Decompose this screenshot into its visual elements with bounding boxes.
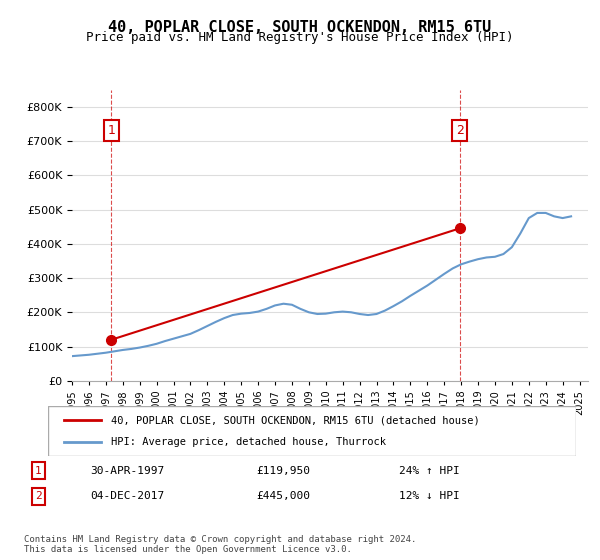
Text: HPI: Average price, detached house, Thurrock: HPI: Average price, detached house, Thur… <box>112 437 386 447</box>
Text: 40, POPLAR CLOSE, SOUTH OCKENDON, RM15 6TU: 40, POPLAR CLOSE, SOUTH OCKENDON, RM15 6… <box>109 20 491 35</box>
Text: Price paid vs. HM Land Registry's House Price Index (HPI): Price paid vs. HM Land Registry's House … <box>86 31 514 44</box>
Text: 30-APR-1997: 30-APR-1997 <box>90 465 164 475</box>
Text: 1: 1 <box>107 124 115 137</box>
Text: £119,950: £119,950 <box>256 465 310 475</box>
Text: 40, POPLAR CLOSE, SOUTH OCKENDON, RM15 6TU (detached house): 40, POPLAR CLOSE, SOUTH OCKENDON, RM15 6… <box>112 415 480 425</box>
Text: 2: 2 <box>35 491 42 501</box>
Text: 2: 2 <box>456 124 464 137</box>
FancyBboxPatch shape <box>48 406 576 456</box>
Text: 12% ↓ HPI: 12% ↓ HPI <box>400 491 460 501</box>
Text: £445,000: £445,000 <box>256 491 310 501</box>
Text: 1: 1 <box>35 465 42 475</box>
Text: 04-DEC-2017: 04-DEC-2017 <box>90 491 164 501</box>
Text: Contains HM Land Registry data © Crown copyright and database right 2024.
This d: Contains HM Land Registry data © Crown c… <box>24 535 416 554</box>
Text: 24% ↑ HPI: 24% ↑ HPI <box>400 465 460 475</box>
